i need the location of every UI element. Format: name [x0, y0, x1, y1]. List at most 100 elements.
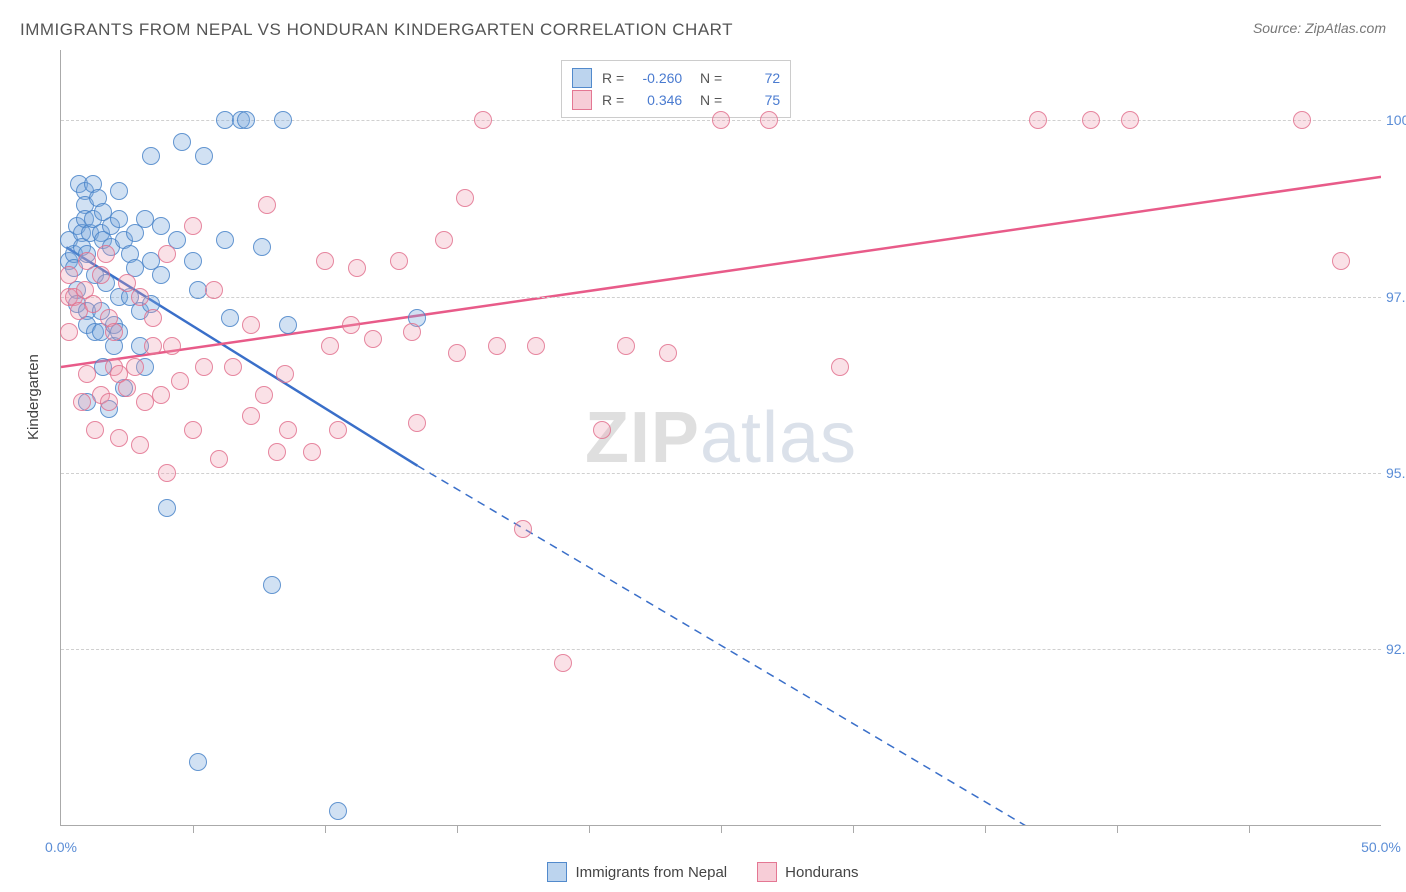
chart-plot-area: ZIPatlas R = -0.260 N = 72 R = 0.346 N =…: [60, 50, 1381, 826]
dataatter-point: [100, 393, 118, 411]
dataatter-point: [303, 443, 321, 461]
dataatter-point: [158, 245, 176, 263]
gridline-h: [61, 649, 1381, 650]
gridline-h: [61, 473, 1381, 474]
dataatter-point: [1029, 111, 1047, 129]
dataatter-point: [105, 323, 123, 341]
legend-label-hondurans: Hondurans: [785, 864, 858, 881]
dataatter-point: [144, 309, 162, 327]
dataatter-point: [97, 245, 115, 263]
xtick: [721, 825, 722, 833]
dataatter-point: [152, 266, 170, 284]
xtick: [985, 825, 986, 833]
dataatter-point: [242, 407, 260, 425]
dataatter-point: [60, 323, 78, 341]
legend-label-nepal: Immigrants from Nepal: [575, 864, 727, 881]
dataatter-point: [659, 344, 677, 362]
dataatter-point: [118, 379, 136, 397]
dataatter-point: [514, 520, 532, 538]
dataatter-point: [224, 358, 242, 376]
dataatter-point: [554, 654, 572, 672]
dataatter-point: [92, 266, 110, 284]
source-label: Source: ZipAtlas.com: [1253, 20, 1386, 36]
dataatter-point: [1082, 111, 1100, 129]
dataatter-point: [171, 372, 189, 390]
dataatter-point: [712, 111, 730, 129]
dataatter-point: [144, 337, 162, 355]
dataatter-point: [78, 252, 96, 270]
swatch-pink: [572, 90, 592, 110]
xtick-label: 0.0%: [45, 839, 77, 855]
xtick: [589, 825, 590, 833]
legend-row-hondurans: R = 0.346 N = 75: [572, 89, 780, 111]
xtick: [853, 825, 854, 833]
dataatter-point: [342, 316, 360, 334]
dataatter-point: [237, 111, 255, 129]
dataatter-point: [189, 753, 207, 771]
dataatter-point: [321, 337, 339, 355]
ytick-label: 97.5%: [1386, 289, 1406, 305]
xtick: [325, 825, 326, 833]
dataatter-point: [760, 111, 778, 129]
legend-item-hondurans: Hondurans: [757, 862, 858, 882]
dataatter-point: [403, 323, 421, 341]
dataatter-point: [60, 266, 78, 284]
dataatter-point: [348, 259, 366, 277]
n-value-nepal: 72: [732, 67, 780, 89]
dataatter-point: [1121, 111, 1139, 129]
bottom-legend: Immigrants from Nepal Hondurans: [0, 862, 1406, 882]
dataatter-point: [593, 421, 611, 439]
ytick-label: 100.0%: [1386, 112, 1406, 128]
dataatter-point: [195, 358, 213, 376]
xtick: [457, 825, 458, 833]
dataatter-point: [142, 147, 160, 165]
dataatter-point: [316, 252, 334, 270]
legend-item-nepal: Immigrants from Nepal: [547, 862, 727, 882]
dataatter-point: [831, 358, 849, 376]
dataatter-point: [276, 365, 294, 383]
dataatter-point: [1332, 252, 1350, 270]
legend-row-nepal: R = -0.260 N = 72: [572, 67, 780, 89]
dataatter-point: [329, 802, 347, 820]
dataatter-point: [110, 182, 128, 200]
swatch-blue: [547, 862, 567, 882]
dataatter-point: [173, 133, 191, 151]
dataatter-point: [184, 217, 202, 235]
dataatter-point: [456, 189, 474, 207]
y-axis-label: Kindergarten: [25, 354, 42, 440]
r-value-nepal: -0.260: [634, 67, 682, 89]
dataatter-point: [390, 252, 408, 270]
dataatter-point: [210, 450, 228, 468]
dataatter-point: [158, 499, 176, 517]
dataatter-point: [364, 330, 382, 348]
dataatter-point: [152, 386, 170, 404]
dataatter-point: [274, 111, 292, 129]
trend-lines: [61, 50, 1381, 825]
dataatter-point: [110, 429, 128, 447]
dataatter-point: [221, 309, 239, 327]
dataatter-point: [258, 196, 276, 214]
dataatter-point: [84, 295, 102, 313]
dataatter-point: [152, 217, 170, 235]
dataatter-point: [279, 421, 297, 439]
dataatter-point: [255, 386, 273, 404]
dataatter-point: [527, 337, 545, 355]
dataatter-point: [488, 337, 506, 355]
xtick: [193, 825, 194, 833]
dataatter-point: [1293, 111, 1311, 129]
r-value-hondurans: 0.346: [634, 89, 682, 111]
swatch-pink: [757, 862, 777, 882]
dataatter-point: [329, 421, 347, 439]
dataatter-point: [253, 238, 271, 256]
dataatter-point: [435, 231, 453, 249]
dataatter-point: [163, 337, 181, 355]
dataatter-point: [617, 337, 635, 355]
dataatter-point: [408, 414, 426, 432]
dataatter-point: [263, 576, 281, 594]
dataatter-point: [86, 421, 104, 439]
dataatter-point: [474, 111, 492, 129]
watermark: ZIPatlas: [585, 397, 857, 479]
xtick: [1249, 825, 1250, 833]
dataatter-point: [184, 421, 202, 439]
xtick: [1117, 825, 1118, 833]
